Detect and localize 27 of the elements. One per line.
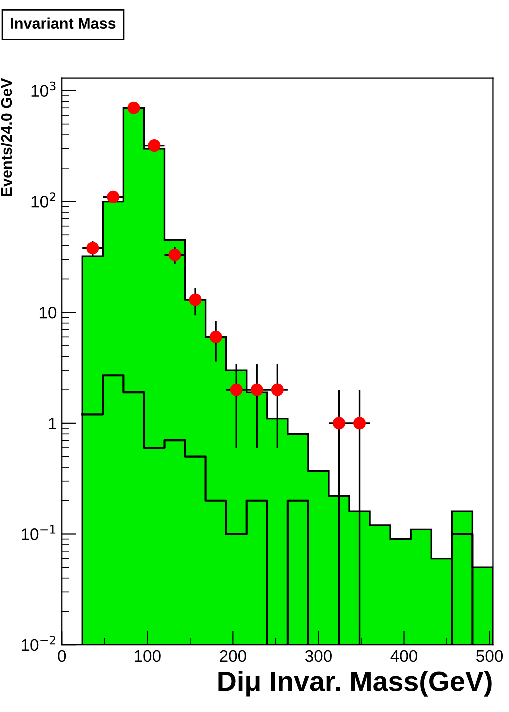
point bbox=[107, 190, 120, 204]
x-tick-label: 0 bbox=[58, 650, 66, 662]
y-tick-label: 10$^{2}$ bbox=[32, 192, 56, 208]
y-tick-label: 10$^{3}$ bbox=[32, 82, 56, 98]
point bbox=[86, 242, 100, 255]
x-tick-label: 300 bbox=[305, 650, 332, 662]
x-tick-label: 500 bbox=[476, 650, 504, 662]
y-tick-label: 10 bbox=[40, 307, 57, 319]
point bbox=[250, 384, 264, 396]
point bbox=[128, 102, 140, 114]
x-axis-title: Diμ Invar. Mass(GeV) bbox=[218, 671, 492, 697]
point bbox=[271, 384, 284, 396]
x-tick-label: 200 bbox=[220, 650, 246, 662]
x-tick-label: 400 bbox=[390, 650, 418, 662]
point bbox=[168, 248, 182, 262]
point bbox=[333, 417, 346, 430]
point bbox=[230, 384, 243, 396]
point bbox=[189, 294, 202, 306]
point bbox=[210, 330, 222, 344]
point bbox=[354, 417, 366, 430]
point bbox=[148, 140, 161, 152]
x-tick-label: 100 bbox=[135, 650, 161, 662]
y-tick-label: 10$^{−1}$ bbox=[22, 525, 56, 540]
y-axis-title: Events/24.0 GeV bbox=[0, 78, 12, 196]
y-tick-label: 1 bbox=[49, 418, 56, 430]
chart-title: Invariant Mass bbox=[11, 18, 116, 30]
y-tick-label: 10$^{−2}$ bbox=[22, 636, 56, 652]
